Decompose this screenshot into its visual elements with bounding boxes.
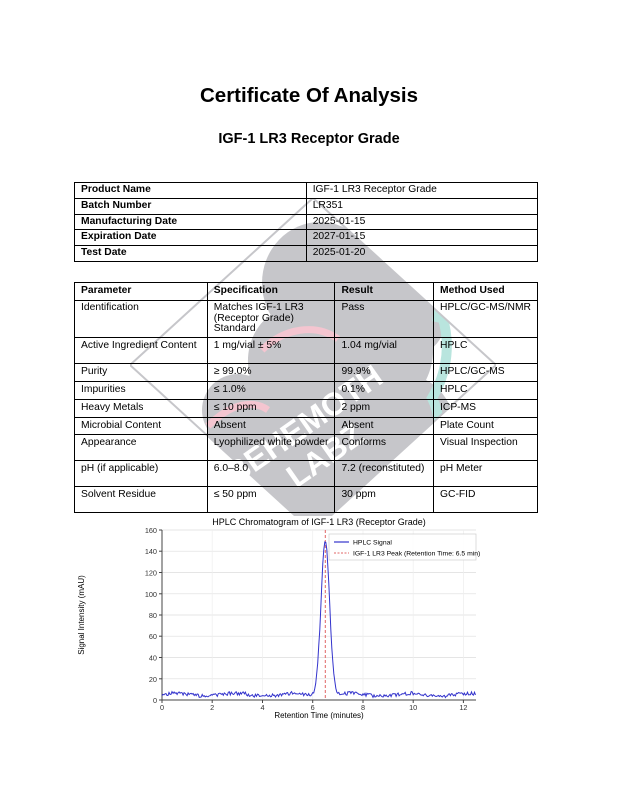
svg-text:2: 2 <box>210 703 214 712</box>
svg-text:HPLC Chromatogram of IGF-1 LR3: HPLC Chromatogram of IGF-1 LR3 (Receptor… <box>212 517 426 527</box>
svg-text:0: 0 <box>160 703 164 712</box>
svg-text:4: 4 <box>260 703 264 712</box>
svg-text:IGF-1 LR3 Peak (Retention Time: IGF-1 LR3 Peak (Retention Time: 6.5 min) <box>353 551 480 558</box>
svg-text:Retention Time (minutes): Retention Time (minutes) <box>274 711 364 720</box>
svg-text:120: 120 <box>145 569 157 578</box>
svg-text:Signal Intensity (mAU): Signal Intensity (mAU) <box>77 575 86 655</box>
svg-text:80: 80 <box>149 611 157 620</box>
svg-text:0: 0 <box>153 696 157 705</box>
svg-text:160: 160 <box>145 526 157 535</box>
svg-text:140: 140 <box>145 548 157 557</box>
svg-text:60: 60 <box>149 633 157 642</box>
svg-text:12: 12 <box>459 703 467 712</box>
svg-text:10: 10 <box>409 703 417 712</box>
svg-text:100: 100 <box>145 590 157 599</box>
svg-text:HPLC Signal: HPLC Signal <box>353 540 392 547</box>
svg-text:40: 40 <box>149 654 157 663</box>
svg-text:20: 20 <box>149 675 157 684</box>
